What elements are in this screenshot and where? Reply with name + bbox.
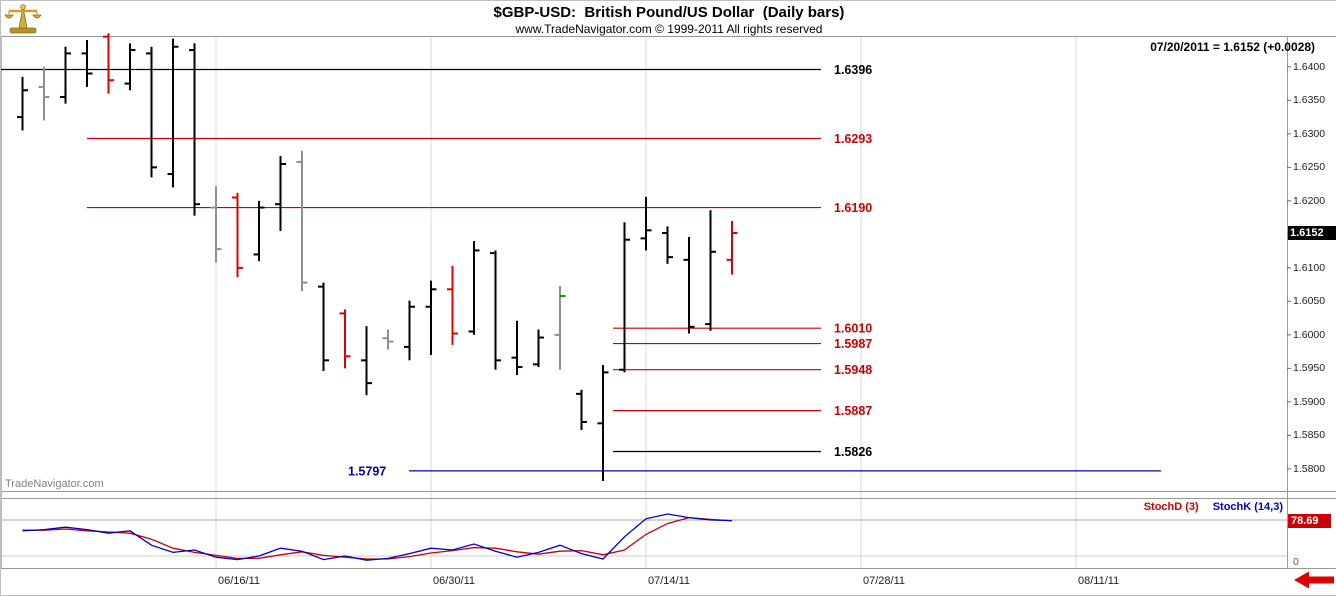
ohlc-bar — [339, 309, 351, 369]
panel-borders — [1, 36, 1336, 569]
ohlc-bar — [124, 43, 136, 91]
date-axis-label: 07/28/11 — [863, 575, 906, 587]
ohlc-bar — [554, 285, 566, 370]
price-axis-label: 1.6000 — [1293, 328, 1326, 341]
date-axis-label: 07/14/11 — [648, 575, 691, 587]
svg-text:1.5887: 1.5887 — [834, 404, 872, 418]
ohlc-bar — [103, 33, 114, 94]
price-axis-label: 1.6350 — [1293, 94, 1326, 107]
svg-text:1.5987: 1.5987 — [834, 337, 872, 351]
ohlc-bar — [662, 226, 673, 264]
watermark: TradeNavigator.com — [5, 478, 104, 490]
price-axis-label: 1.5800 — [1293, 462, 1326, 475]
logo-graphic — [4, 4, 42, 34]
price-axis-label: 1.6050 — [1293, 295, 1326, 308]
svg-text:1.5948: 1.5948 — [834, 363, 872, 377]
ohlc-bar — [683, 237, 695, 334]
ohlc-bar — [232, 192, 243, 278]
price-axis-label: 1.6300 — [1293, 127, 1326, 140]
ohlc-bar — [60, 46, 71, 104]
ohlc-bar — [619, 222, 630, 373]
date-axis-label: 08/11/11 — [1078, 575, 1120, 587]
ohlc-bar — [705, 210, 716, 331]
svg-text:1.6293: 1.6293 — [834, 132, 872, 146]
last-quote-readout: 07/20/2011 = 1.6152 (+0.0028) — [1150, 40, 1315, 54]
price-axis-label: 1.6200 — [1293, 194, 1326, 207]
scroll-left-arrow-icon[interactable] — [1294, 571, 1334, 589]
ohlc-bar — [210, 186, 222, 263]
ohlc-bar — [382, 329, 394, 350]
ohlc-bar — [275, 155, 286, 231]
ohlc-bar — [189, 43, 200, 216]
ohlc-bar — [576, 389, 587, 431]
price-axis-label: 1.6250 — [1293, 161, 1326, 174]
ohlc-bar — [490, 250, 501, 370]
ohlc-bar — [253, 200, 265, 262]
svg-text:1.6010: 1.6010 — [834, 322, 872, 336]
price-axis-label: 1.5900 — [1293, 395, 1326, 408]
scroll-left-arrow[interactable] — [1294, 571, 1334, 589]
ohlc-bar — [146, 46, 157, 178]
copyright-line: www.TradeNavigator.com © 1999-2011 All r… — [515, 22, 823, 36]
date-axis-label: 06/30/11 — [433, 575, 476, 587]
stochastic-value-badge: 78.69 — [1288, 513, 1331, 528]
ohlc-bar — [167, 38, 179, 188]
ohlc-bar — [425, 280, 437, 355]
chart-title: $GBP-USD: British Pound/US Dollar (Daily… — [493, 4, 845, 21]
ohlc-bar — [447, 265, 458, 345]
svg-text:1.6190: 1.6190 — [834, 201, 872, 215]
stochastic-zero-label: 0 — [1293, 556, 1299, 568]
ohlc-bar — [468, 241, 480, 335]
ohlc-bar — [640, 196, 652, 251]
svg-text:1.5826: 1.5826 — [834, 445, 872, 459]
stochastic-lines — [22, 513, 733, 561]
price-axis-label: 1.5950 — [1293, 362, 1326, 375]
vertical-gridlines — [215, 36, 1077, 568]
ohlc-bar — [597, 365, 609, 481]
stochk-legend-label: StochK (14,3) — [1212, 501, 1283, 513]
price-bars — [17, 33, 738, 481]
svg-text:1.5797: 1.5797 — [348, 464, 386, 478]
last-price-badge: 1.6152 — [1288, 226, 1336, 240]
ohlc-bar — [296, 150, 308, 292]
svg-text:1.6396: 1.6396 — [834, 63, 872, 77]
ohlc-bar — [533, 329, 544, 368]
price-axis-label: 1.6400 — [1293, 60, 1326, 73]
ohlc-bar — [81, 40, 93, 87]
ohlc-bar — [726, 220, 738, 275]
stochd-legend-label: StochD (3) — [1143, 501, 1199, 513]
ohlc-bar — [318, 282, 329, 372]
date-axis-label: 06/16/11 — [218, 575, 261, 587]
ohlc-bar — [511, 320, 523, 376]
price-axis-label: 1.5850 — [1293, 429, 1326, 442]
ohlc-bar — [17, 76, 28, 131]
ohlc-bar — [38, 66, 50, 121]
stochastic-legend: StochD (3) StochK (14,3) — [1144, 501, 1283, 513]
ohlc-bar — [404, 300, 415, 361]
balance-scale-icon — [4, 2, 44, 35]
price-axis-label: 1.6100 — [1293, 261, 1326, 274]
ohlc-bar — [361, 326, 372, 396]
